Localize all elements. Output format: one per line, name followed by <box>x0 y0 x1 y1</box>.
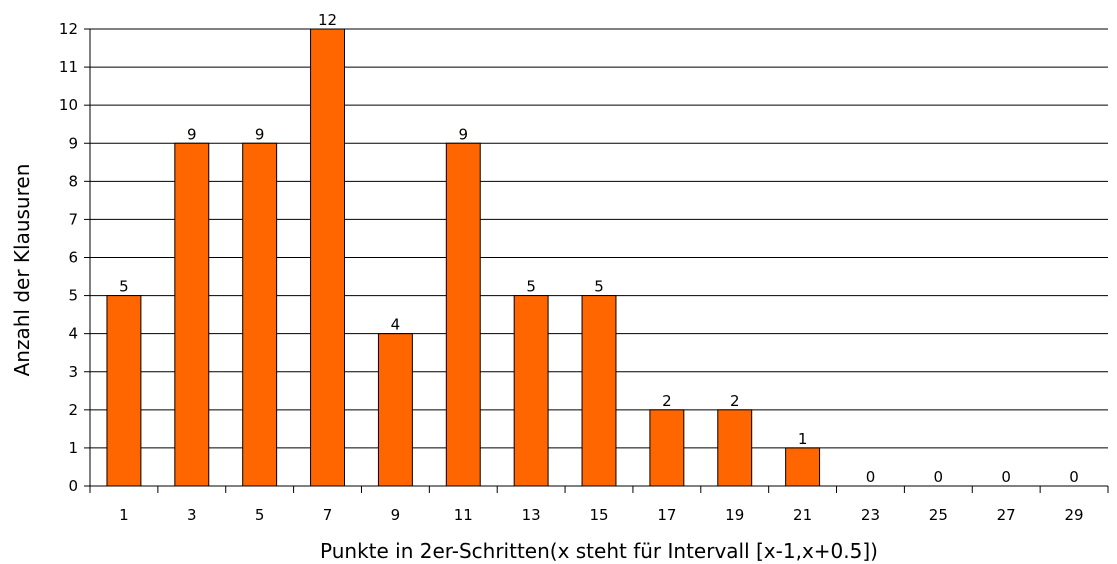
data-label: 4 <box>391 316 401 334</box>
x-tick-label: 11 <box>454 506 473 524</box>
data-label: 0 <box>1069 468 1079 486</box>
data-label: 9 <box>187 125 197 143</box>
data-label: 9 <box>255 125 265 143</box>
y-tick-label: 3 <box>68 363 78 381</box>
y-tick-label: 0 <box>68 477 78 495</box>
x-tick-label: 21 <box>793 506 812 524</box>
y-tick-label: 7 <box>68 210 78 228</box>
x-tick-label: 7 <box>323 506 333 524</box>
y-tick-label: 11 <box>59 58 78 76</box>
x-tick-label: 23 <box>861 506 880 524</box>
x-tick-label: 29 <box>1065 506 1084 524</box>
x-tick-label: 15 <box>589 506 608 524</box>
x-tick-label: 25 <box>929 506 948 524</box>
y-tick-label: 9 <box>68 134 78 152</box>
y-tick-label: 6 <box>68 249 78 267</box>
bar <box>377 333 413 487</box>
y-tick-label: 8 <box>68 172 78 190</box>
data-label: 12 <box>318 11 337 29</box>
x-tick-label: 3 <box>187 506 197 524</box>
data-labels: 5 9 9 12 4 9 5 5 2 2 1 0 0 0 0 <box>119 11 1079 486</box>
x-axis-title: Punkte in 2er-Schritten(x steht für Inte… <box>320 539 878 563</box>
data-label: 2 <box>730 392 740 410</box>
x-tick-label: 5 <box>255 506 265 524</box>
x-tick-label: 27 <box>997 506 1016 524</box>
data-label: 9 <box>458 125 468 143</box>
data-label: 5 <box>526 278 536 296</box>
data-label: 0 <box>866 468 876 486</box>
x-tick-label: 1 <box>119 506 129 524</box>
y-tick-label: 12 <box>59 20 78 38</box>
y-tick-label: 5 <box>68 287 78 305</box>
data-label: 5 <box>119 278 129 296</box>
bar <box>785 447 821 487</box>
bars <box>106 28 821 487</box>
y-tick-label: 10 <box>59 96 78 114</box>
data-label: 5 <box>594 278 604 296</box>
bar <box>106 295 142 487</box>
data-label: 0 <box>1001 468 1011 486</box>
axes <box>84 28 1109 493</box>
y-axis-title: Anzahl der Klausuren <box>10 164 34 377</box>
y-tick-label: 1 <box>68 439 78 457</box>
x-tick-labels: 1 3 5 7 9 11 13 15 17 19 21 23 25 27 29 <box>119 506 1083 524</box>
x-tick-label: 9 <box>391 506 401 524</box>
bar <box>513 295 549 487</box>
y-tick-label: 4 <box>68 325 78 343</box>
bar <box>310 28 346 487</box>
bar <box>174 142 210 487</box>
data-label: 1 <box>798 430 808 448</box>
x-tick-label: 19 <box>725 506 744 524</box>
data-label: 0 <box>934 468 944 486</box>
x-tick-label: 17 <box>657 506 676 524</box>
bar <box>581 295 617 487</box>
bar <box>649 409 685 487</box>
bar <box>242 142 278 487</box>
bar <box>445 142 481 487</box>
y-tick-label: 2 <box>68 401 78 419</box>
bar <box>717 409 753 487</box>
data-label: 2 <box>662 392 672 410</box>
x-tick-label: 13 <box>522 506 541 524</box>
